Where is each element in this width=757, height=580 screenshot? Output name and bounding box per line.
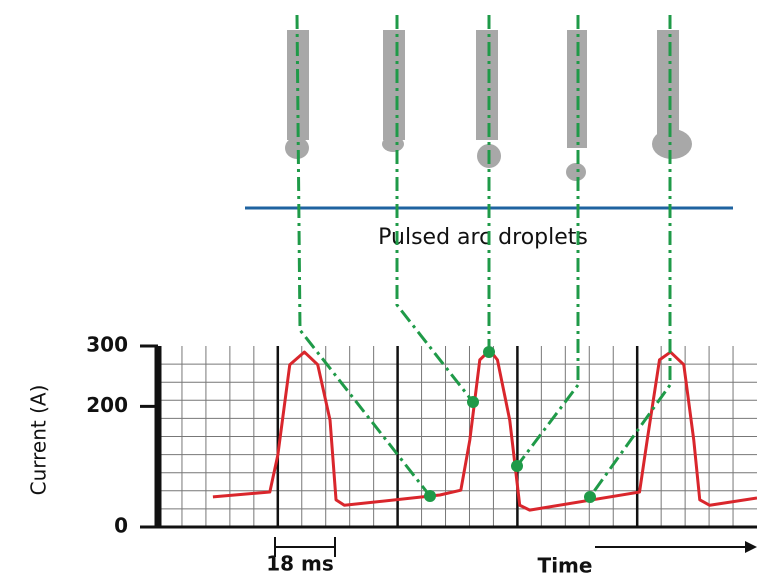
y-axis-label: Current (A) <box>27 385 51 496</box>
droplet <box>652 129 692 159</box>
droplet <box>566 163 586 181</box>
droplet-point <box>584 491 596 503</box>
plot-area: 0 200 300 <box>86 333 757 538</box>
y-tick-label: 300 <box>86 333 128 357</box>
droplet-point <box>467 396 479 408</box>
page: {"chart_data": {"type": "line", "y_label… <box>0 0 757 576</box>
electrode <box>476 30 498 140</box>
droplet-label: Pulsed arc droplets <box>378 225 588 250</box>
droplet-point <box>511 460 523 472</box>
electrode <box>657 30 679 138</box>
y-tick-label: 0 <box>114 514 128 538</box>
period-label: 18 ms <box>266 552 334 576</box>
current-line <box>213 350 757 510</box>
droplet-point <box>483 346 495 358</box>
droplet-point <box>424 490 436 502</box>
electrode <box>383 30 405 140</box>
y-tick-label: 200 <box>86 393 128 417</box>
droplet-path <box>297 15 430 496</box>
x-axis-label: Time <box>538 554 593 577</box>
time-arrowhead <box>745 541 757 553</box>
chart: Pulsed arc droplets 0 200 300 18 ms Time C… <box>0 0 757 576</box>
droplet <box>382 136 404 152</box>
